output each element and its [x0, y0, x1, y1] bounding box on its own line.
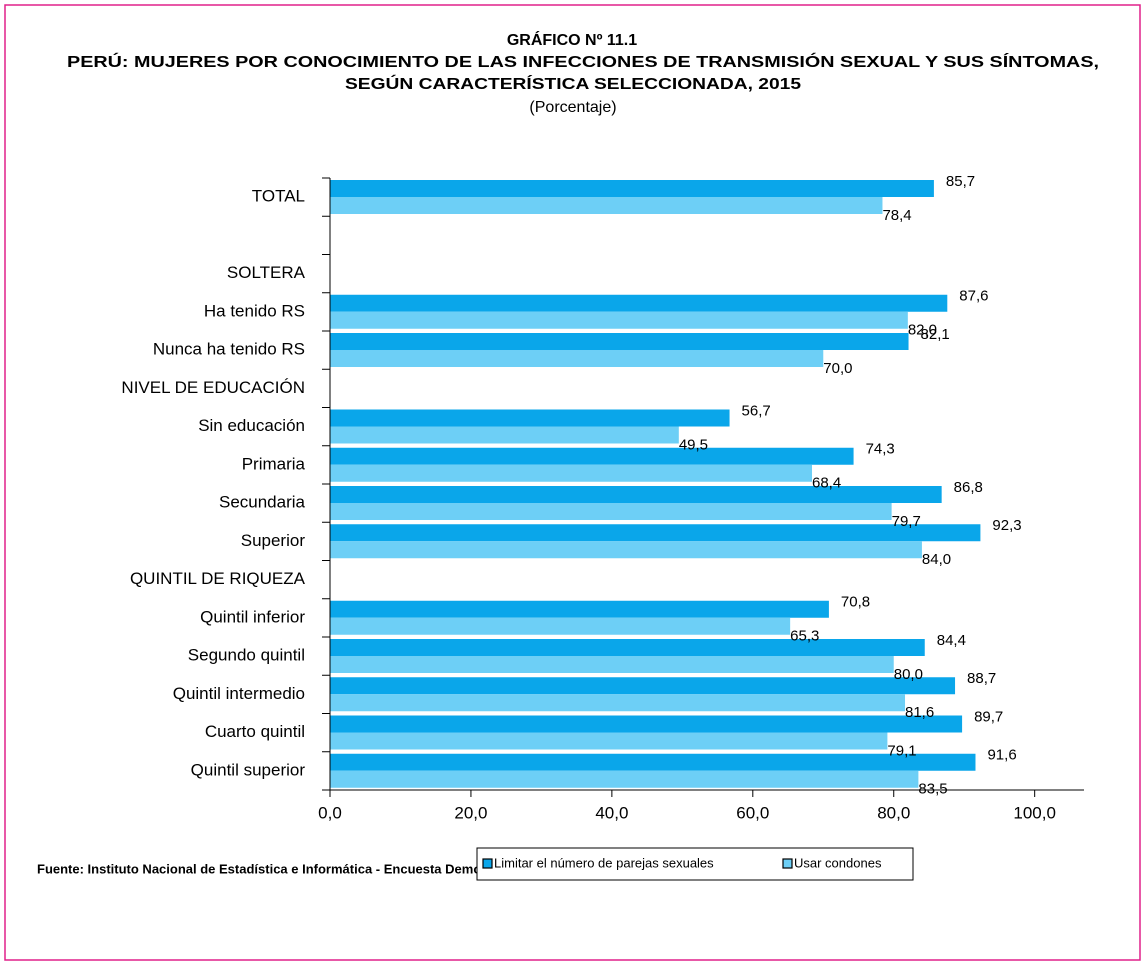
y-tick-label: Superior: [241, 531, 306, 550]
value-label: 78,4: [882, 207, 911, 224]
y-tick-label: Sin educación: [198, 416, 305, 435]
y-tick-label: QUINTIL DE RIQUEZA: [130, 569, 306, 588]
value-label: 79,7: [892, 513, 921, 530]
value-label: 56,7: [742, 402, 771, 419]
value-label: 91,6: [987, 747, 1016, 764]
y-tick-label: Segundo quintil: [188, 646, 305, 665]
legend-swatch: [482, 858, 493, 869]
value-label: 88,7: [967, 670, 996, 687]
y-tick-label: Nunca ha tenido RS: [153, 340, 305, 359]
x-tick-label: 20,0: [454, 803, 487, 822]
value-label: 81,6: [905, 704, 934, 721]
value-label: 89,7: [974, 708, 1003, 725]
value-label: 84,4: [937, 632, 966, 649]
x-tick-label: 60,0: [736, 803, 769, 822]
value-label: 79,1: [887, 742, 916, 759]
value-label: 84,0: [922, 551, 951, 568]
value-label: 74,3: [866, 441, 895, 458]
legend-label: Limitar el número de parejas sexuales: [494, 855, 714, 870]
bar: [330, 694, 906, 712]
bar: [330, 732, 888, 750]
value-label: 65,3: [790, 628, 819, 645]
y-tick-label: Ha tenido RS: [204, 301, 305, 320]
y-tick-label: Quintil intermedio: [173, 684, 305, 703]
bar: [330, 311, 908, 329]
y-tick-label: Cuarto quintil: [205, 722, 305, 741]
bar: [330, 180, 934, 197]
legend: [476, 847, 914, 881]
bar: [330, 753, 976, 771]
bar: [330, 656, 894, 673]
value-label: 83,5: [918, 781, 947, 798]
bar: [330, 541, 922, 559]
value-label: 92,3: [992, 517, 1021, 534]
y-tick-label: Quintil superior: [191, 760, 306, 779]
bar: [330, 464, 812, 482]
bar: [330, 600, 829, 618]
bar: [330, 503, 892, 520]
chart-title: SEGÚN CARACTERÍSTICA SELECCIONADA, 2015: [345, 74, 801, 93]
value-label: 87,6: [959, 288, 988, 305]
x-tick-label: 80,0: [877, 803, 910, 822]
bar: [330, 294, 948, 312]
value-label: 82,1: [921, 326, 950, 343]
chart-title: PERÚ: MUJERES POR CONOCIMIENTO DE LAS IN…: [67, 52, 1099, 71]
y-tick-label: NIVEL DE EDUCACIÓN: [121, 378, 305, 397]
chart-title: GRÁFICO Nº 11.1: [507, 30, 637, 49]
bar: [330, 639, 925, 656]
value-label: 70,8: [841, 594, 870, 611]
bar: [330, 426, 679, 444]
bar: [330, 447, 854, 465]
y-tick-label: SOLTERA: [227, 263, 306, 282]
y-tick-label: Secundaria: [219, 493, 306, 512]
value-label: 86,8: [954, 479, 983, 496]
bar: [330, 409, 730, 427]
x-tick-label: 40,0: [595, 803, 628, 822]
value-label: 70,0: [823, 360, 852, 377]
bar: [330, 333, 909, 350]
bar: [330, 197, 883, 214]
bar: [330, 486, 942, 503]
y-tick-label: Quintil inferior: [200, 607, 305, 626]
value-label: 49,5: [679, 436, 708, 453]
bar: [330, 617, 791, 635]
bar: [330, 715, 963, 733]
legend-swatch: [782, 858, 793, 869]
bar: [330, 350, 824, 367]
value-label: 80,0: [894, 666, 923, 683]
value-label: 82,0: [908, 322, 937, 339]
value-label: 68,4: [812, 475, 841, 492]
y-tick-label: Primaria: [242, 454, 306, 473]
x-tick-label: 100,0: [1013, 803, 1056, 822]
legend-label: Usar condones: [794, 855, 882, 870]
bar: [330, 524, 981, 542]
bar: [330, 677, 956, 695]
chart-subtitle: (Porcentaje): [529, 99, 616, 116]
frame: [4, 4, 1141, 961]
bar: [330, 770, 919, 788]
value-label: 85,7: [946, 173, 975, 190]
x-tick-label: 0,0: [318, 803, 342, 822]
y-tick-label: TOTAL: [252, 187, 305, 206]
